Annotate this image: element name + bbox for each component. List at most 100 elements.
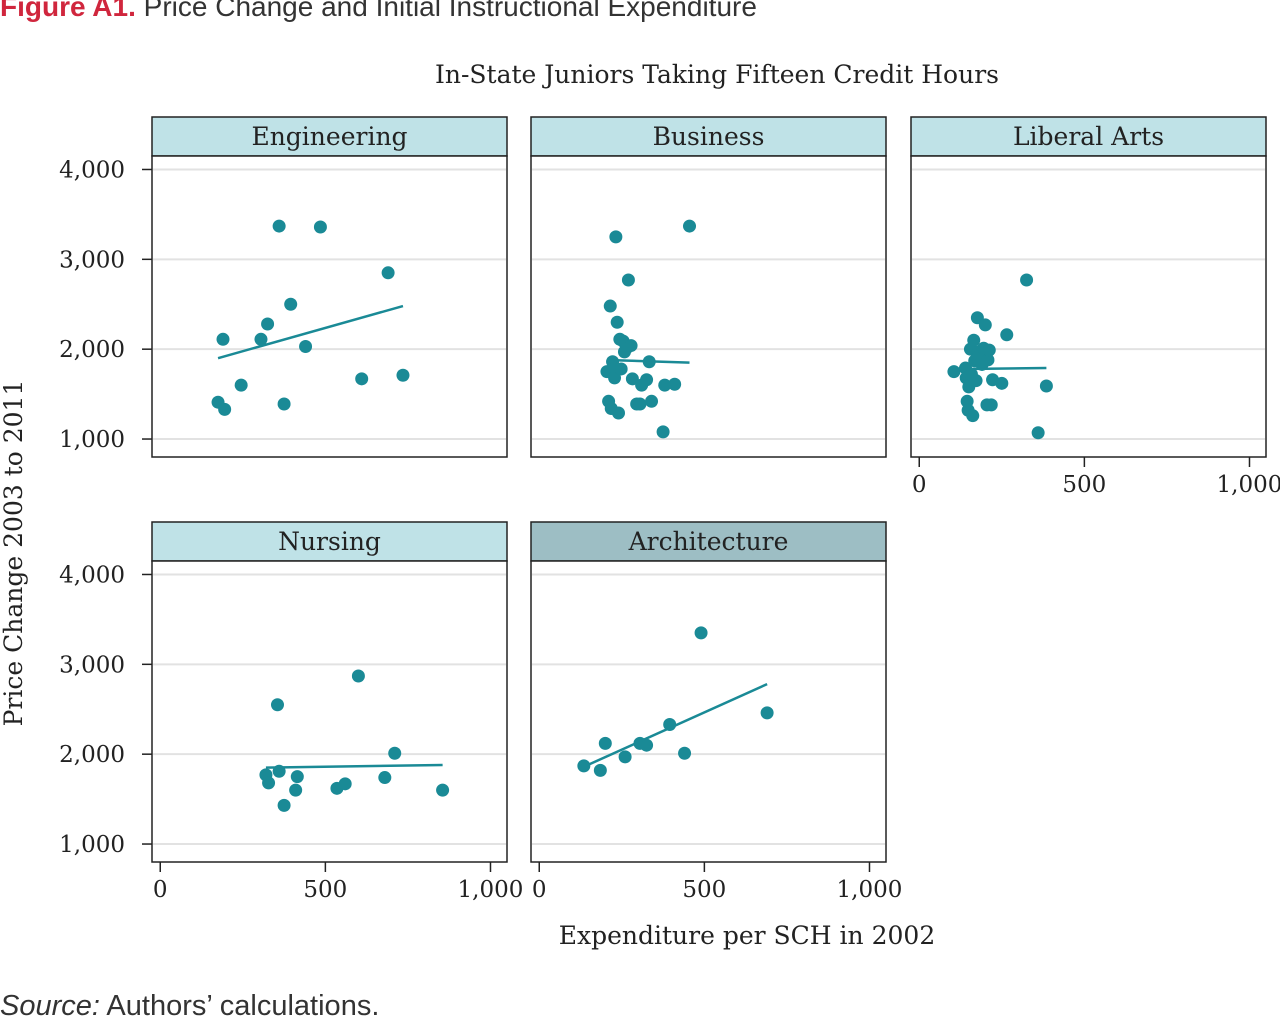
data-point (216, 332, 230, 346)
figure-label: Figure A1. (0, 0, 136, 22)
data-point (608, 371, 622, 385)
data-point (984, 398, 998, 412)
data-point (966, 409, 980, 423)
panel-business: Business (530, 116, 887, 458)
source-note: Source: Authors’ calculations. (0, 990, 379, 1023)
data-point (1031, 426, 1045, 440)
data-point (656, 425, 670, 439)
panel-title-engineering: Engineering (251, 122, 407, 151)
data-point (609, 230, 623, 244)
data-point (1020, 273, 1034, 287)
data-point (947, 365, 961, 379)
data-point (645, 394, 659, 408)
panel-strip-nursing (151, 521, 508, 562)
data-point (978, 318, 992, 332)
data-point (612, 406, 626, 420)
data-point (272, 219, 286, 233)
y-tick-label: 2,000 (59, 742, 125, 768)
panel-title-nursing: Nursing (278, 527, 381, 556)
data-point (355, 372, 369, 386)
y-tick-label: 4,000 (59, 562, 125, 588)
data-point (625, 372, 639, 386)
fit-line (265, 763, 443, 769)
source-label: Source: (0, 990, 100, 1022)
data-point (289, 783, 303, 797)
data-point (624, 339, 638, 353)
y-tick-label: 1,000 (59, 832, 125, 858)
x-tick-label: 500 (303, 877, 347, 903)
data-point (381, 266, 395, 280)
chart-title: In-State Juniors Taking Fifteen Credit H… (435, 60, 999, 89)
data-point (640, 738, 654, 752)
plot-frame-nursing (151, 560, 508, 863)
data-point (1039, 379, 1053, 393)
data-point (614, 362, 628, 376)
data-point (658, 378, 672, 392)
data-point (313, 220, 327, 234)
y-tick-label: 3,000 (59, 247, 125, 273)
data-point (668, 377, 682, 391)
panel-title-architecture: Architecture (628, 527, 789, 556)
data-point (603, 299, 617, 313)
data-point (338, 777, 352, 791)
fit-line (583, 682, 768, 768)
x-tick-label: 0 (532, 877, 547, 903)
x-tick-label: 500 (1062, 472, 1106, 498)
data-point (277, 397, 291, 411)
y-tick-label: 2,000 (59, 337, 125, 363)
panel-strip-engineering (151, 116, 508, 157)
data-point (254, 332, 268, 346)
x-tick-label: 0 (153, 877, 168, 903)
data-point (982, 343, 996, 357)
data-point (981, 353, 995, 367)
y-tick-label: 3,000 (59, 652, 125, 678)
panel-title-business: Business (653, 122, 765, 151)
y-axis-label: Price Change 2003 to 2011 (0, 380, 28, 727)
data-point (618, 750, 632, 764)
data-point (967, 333, 981, 347)
data-point (388, 746, 402, 760)
x-tick-label: 500 (682, 877, 726, 903)
data-point (969, 374, 983, 388)
panels: Engineering 1,000 2,000 3,000 4,000 Business L… (59, 116, 1280, 903)
panel-strip-architecture (530, 521, 887, 562)
panel-liberal-arts: Liberal Arts 0 500 1,000 (910, 116, 1280, 498)
x-axis-label: Expenditure per SCH in 2002 (559, 921, 935, 950)
data-point (640, 373, 654, 387)
source-text: Authors’ calculations. (106, 990, 380, 1022)
data-point (436, 783, 450, 797)
y-tick-label: 4,000 (59, 157, 125, 183)
data-point (378, 771, 392, 785)
data-point (610, 315, 624, 329)
data-point (262, 776, 276, 790)
data-point (299, 339, 313, 353)
data-point (261, 317, 275, 331)
data-point (621, 273, 635, 287)
data-point (1000, 328, 1014, 342)
data-point (290, 770, 304, 784)
x-tick-label: 0 (912, 472, 927, 498)
fit-line (606, 358, 690, 364)
data-point (633, 397, 647, 411)
data-point (277, 798, 291, 812)
panel-title-liberal-arts: Liberal Arts (1013, 122, 1164, 151)
figure-header: Figure A1. Price Change and Initial Inst… (0, 0, 757, 23)
fit-line (217, 304, 404, 360)
data-point (234, 378, 248, 392)
data-point (995, 376, 1009, 390)
x-tick-label: 1,000 (458, 877, 524, 903)
data-point (351, 669, 365, 683)
data-point (694, 626, 708, 640)
plot-frame-business (530, 155, 887, 458)
panel-strip-business (530, 116, 887, 157)
fit-line (965, 366, 1047, 371)
panel-engineering: Engineering 1,000 2,000 3,000 4,000 (59, 116, 508, 458)
data-point (270, 698, 284, 712)
data-point (284, 297, 298, 311)
data-point (593, 763, 607, 777)
data-point (678, 746, 692, 760)
plot-frame-engineering (151, 155, 508, 458)
x-tick-label: 1,000 (837, 877, 903, 903)
data-point (760, 706, 774, 720)
